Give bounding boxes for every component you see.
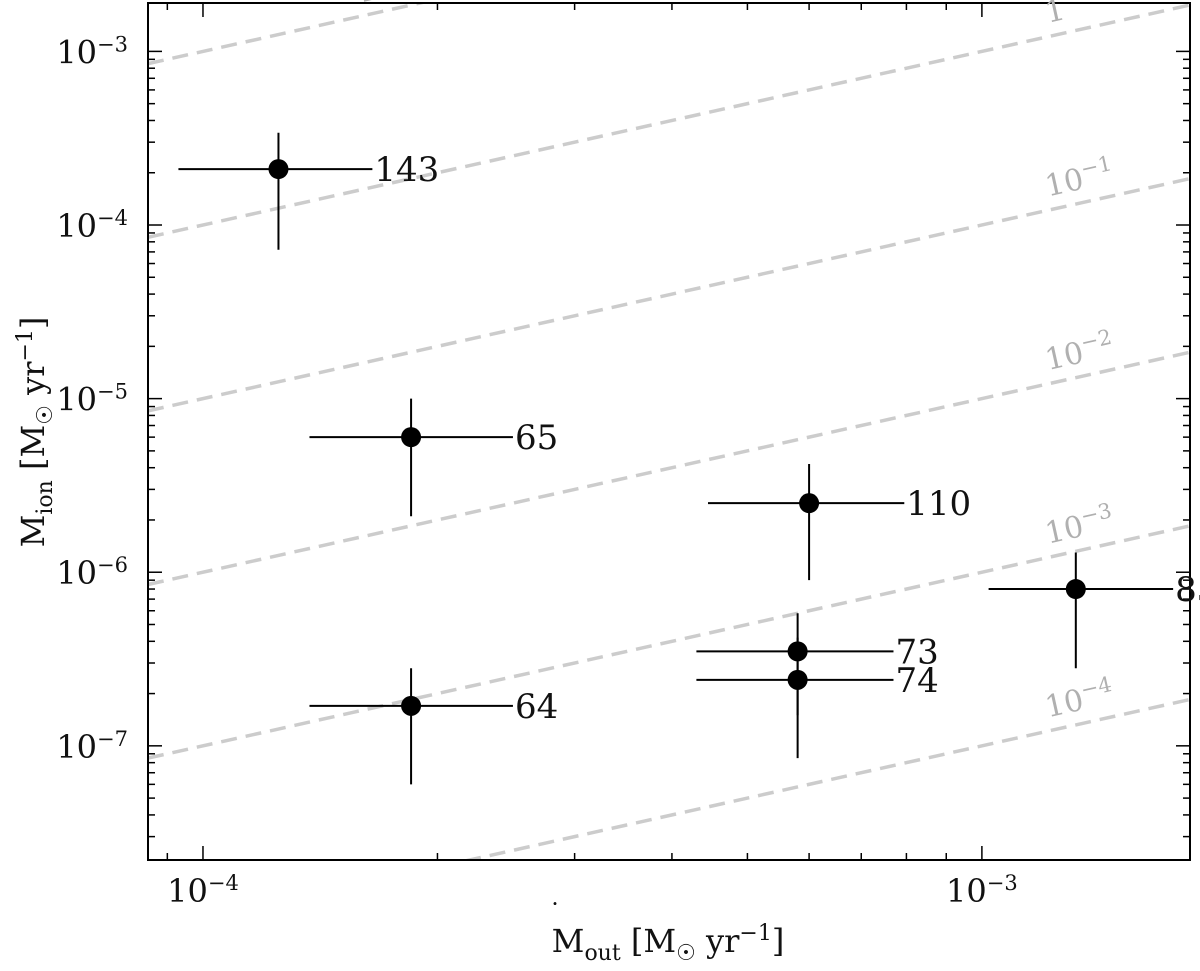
point-label: 110 xyxy=(906,484,971,524)
y-tick-label: 10−7 xyxy=(56,727,128,766)
ratio-line-label: 10−3 xyxy=(1041,498,1117,551)
x-tick-label: 10−4 xyxy=(167,871,239,910)
y-tick-label: 10−5 xyxy=(56,380,128,419)
point-label: 64 xyxy=(515,687,558,727)
x-axis-title: Mout [M☉ yr−1] xyxy=(552,921,785,966)
y-tick-label: 10−6 xyxy=(56,553,128,592)
ratio-line-label: 1 xyxy=(1042,0,1068,31)
y-tick-label: 10−4 xyxy=(56,206,128,245)
point-label: 73 xyxy=(895,632,938,672)
plot-frame xyxy=(147,2,1191,861)
y-tick-label: 10−3 xyxy=(56,32,128,71)
x-axis-title-dot: ˙ xyxy=(549,899,562,929)
ratio-line xyxy=(461,697,1190,860)
point-label: 83 xyxy=(1175,570,1200,610)
point-label: 65 xyxy=(515,418,558,458)
ratio-line xyxy=(148,350,1190,587)
data-point xyxy=(401,695,422,716)
data-point xyxy=(799,493,820,514)
ratio-line-label: 10 xyxy=(354,0,399,10)
ratio-line-label: 10−4 xyxy=(1041,672,1117,725)
data-point xyxy=(268,159,289,180)
data-point xyxy=(1065,579,1086,600)
point-label: 143 xyxy=(374,150,439,190)
data-point xyxy=(787,669,808,690)
ratio-line xyxy=(148,3,1190,239)
ratio-line xyxy=(148,3,429,66)
point-label: 74 xyxy=(895,661,938,701)
ratio-line xyxy=(148,176,1190,413)
x-tick-label: 10−3 xyxy=(946,871,1018,910)
ratio-line xyxy=(148,524,1190,760)
y-axis-title: Mion [M☉ yr−1] xyxy=(13,317,58,548)
data-point xyxy=(401,427,422,448)
